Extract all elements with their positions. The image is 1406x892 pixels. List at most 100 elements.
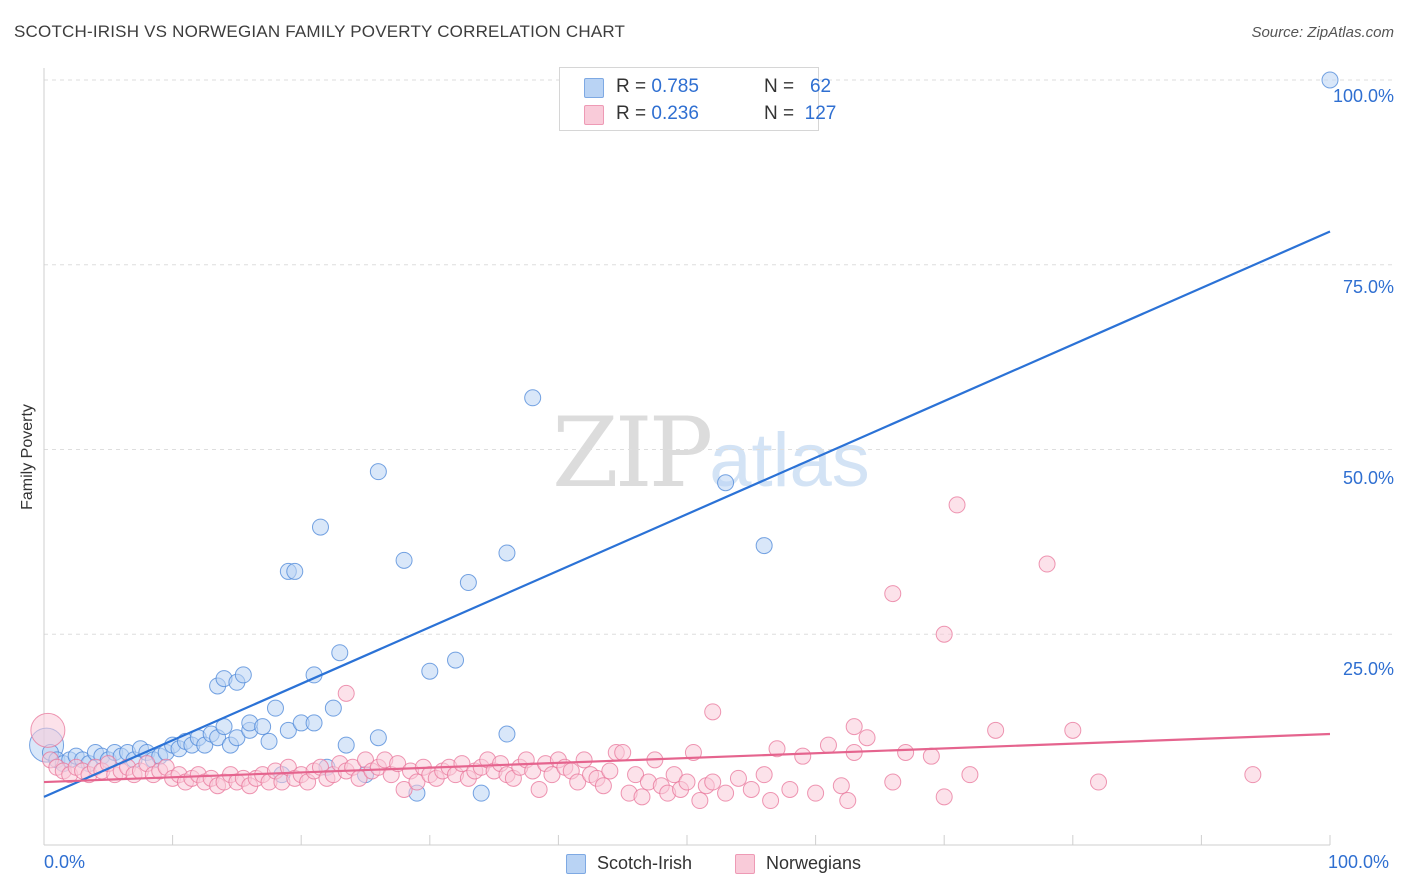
scotch-irish-point	[459, 574, 477, 592]
scotch-irish-point	[717, 474, 735, 492]
norwegians-point	[30, 712, 66, 748]
norwegians-point	[987, 721, 1005, 739]
norwegians-point	[627, 766, 645, 784]
scotch-irish-point	[498, 544, 516, 562]
legend-swatch-norwegians	[584, 105, 604, 125]
scotch-irish-point	[447, 651, 465, 669]
legend-bottom-label-norwegians: Norwegians	[766, 853, 862, 873]
norwegians-point	[781, 780, 799, 798]
norwegians-point	[691, 792, 709, 810]
legend-n-norwegians: N = 127	[764, 103, 837, 124]
scotch-irish-point	[279, 721, 297, 739]
scotch-irish-point	[260, 732, 278, 750]
norwegians-point	[614, 743, 632, 761]
legend-swatch-scotch-irish	[584, 78, 604, 98]
correlation-legend: R = 0.785 N = 62 R = 0.236 N = 127	[559, 67, 836, 131]
scotch-irish-point	[254, 718, 272, 736]
trend-lines	[43, 230, 1331, 798]
scotch-irish-point	[395, 551, 413, 569]
axis-lines	[43, 68, 1331, 846]
norwegians-point	[897, 743, 915, 761]
scotch-irish-point	[472, 784, 490, 802]
legend-n-scotch-irish: N = 62	[764, 76, 832, 97]
zipatlas-watermark: ZIPatlas	[552, 405, 870, 502]
legend-r-scotch-irish: R = 0.785	[616, 76, 699, 97]
x-tick-0: 0.0%	[44, 852, 86, 872]
norwegians-point	[704, 773, 722, 791]
norwegians-point	[337, 684, 355, 702]
scotch-irish-point	[286, 562, 304, 580]
legend-bottom-swatch-norwegians	[735, 854, 755, 874]
norwegians-point	[839, 792, 857, 810]
norwegians-point	[858, 729, 876, 747]
scotch-irish-point	[324, 699, 342, 717]
norwegians-point	[601, 762, 619, 780]
norwegians-point	[633, 788, 651, 806]
norwegians-trend-line	[43, 732, 1331, 784]
norwegians-point	[762, 792, 780, 810]
norwegians-point	[935, 625, 953, 643]
norwegians-point	[832, 777, 850, 795]
scotch-irish-point	[266, 699, 284, 717]
norwegians-point	[729, 769, 747, 787]
norwegians-point	[845, 718, 863, 736]
norwegians-point	[755, 766, 773, 784]
norwegians-point	[717, 784, 735, 802]
norwegians-point	[794, 747, 812, 765]
chart-title: SCOTCH-IRISH VS NORWEGIAN FAMILY POVERTY…	[14, 22, 626, 41]
norwegians-point	[742, 780, 760, 798]
scotch-irish-point	[1321, 71, 1339, 89]
norwegians-point	[884, 773, 902, 791]
y-tick-75: 75.0%	[1342, 277, 1394, 297]
norwegians-point	[884, 585, 902, 603]
norwegians-point	[768, 740, 786, 758]
scotch-irish-point	[369, 463, 387, 481]
norwegians-point	[935, 788, 953, 806]
scotch-irish-point	[755, 537, 773, 555]
scotch-irish-point	[305, 714, 323, 732]
norwegians-point	[961, 766, 979, 784]
scotch-irish-point	[369, 729, 387, 747]
data-points	[29, 71, 1339, 810]
source-attribution[interactable]: Source: ZipAtlas.com	[1251, 24, 1394, 41]
norwegians-point	[569, 773, 587, 791]
norwegians-point	[678, 773, 696, 791]
x-tick-100: 100.0%	[1328, 852, 1390, 872]
scotch-irish-point	[234, 666, 252, 684]
norwegians-point	[575, 751, 593, 769]
y-tick-25: 25.0%	[1342, 659, 1394, 679]
norwegians-point	[819, 736, 837, 754]
scotch-irish-point	[331, 644, 349, 662]
norwegians-point	[1038, 555, 1056, 573]
watermark-atlas: atlas	[709, 418, 870, 503]
norwegians-point	[408, 773, 426, 791]
scotch-irish-point	[421, 662, 439, 680]
norwegians-point	[922, 747, 940, 765]
norwegians-point	[684, 743, 702, 761]
norwegians-point	[665, 766, 683, 784]
legend-bottom-label-scotch-irish: Scotch-Irish	[597, 853, 693, 873]
norwegians-point	[1090, 773, 1108, 791]
norwegians-point	[1244, 766, 1262, 784]
y-axis-label: Family Poverty	[19, 404, 36, 510]
legend-bottom-swatch-scotch-irish	[566, 854, 586, 874]
norwegians-point	[948, 496, 966, 514]
scotch-irish-point	[228, 729, 246, 747]
scotch-irish-point	[524, 389, 542, 407]
norwegians-point	[543, 766, 561, 784]
y-tick-100: 100.0%	[1332, 86, 1394, 106]
grid-lines	[44, 79, 1395, 635]
norwegians-point	[807, 784, 825, 802]
norwegians-point	[395, 780, 413, 798]
legend-r-norwegians: R = 0.236	[616, 103, 699, 124]
norwegians-point	[389, 755, 407, 773]
norwegians-point	[594, 777, 612, 795]
norwegians-point	[1064, 721, 1082, 739]
scotch-irish-point	[311, 518, 329, 536]
scotch-irish-point	[498, 725, 516, 743]
watermark-zip: ZIP	[552, 397, 713, 509]
norwegians-point	[530, 780, 548, 798]
y-tick-50: 50.0%	[1342, 468, 1394, 488]
norwegians-point	[704, 703, 722, 721]
